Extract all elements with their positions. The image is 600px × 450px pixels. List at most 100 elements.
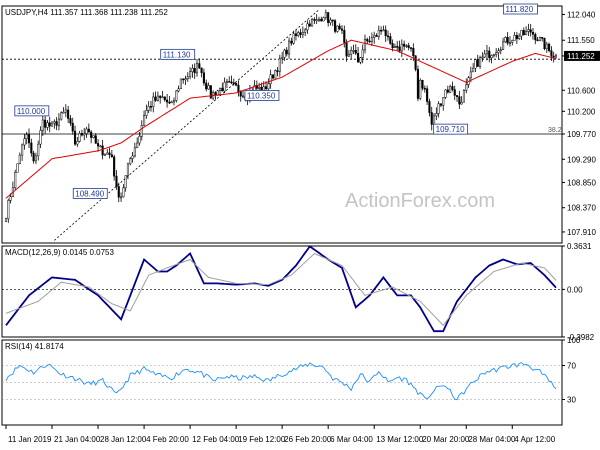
candle-body — [145, 110, 148, 116]
candle-body — [161, 96, 164, 99]
candle-body — [147, 106, 150, 111]
candle-body — [120, 196, 123, 199]
candle-body — [232, 82, 235, 84]
candle-body — [55, 121, 58, 126]
candle-body — [340, 28, 344, 31]
candle-body — [126, 163, 130, 176]
candle-body — [525, 31, 528, 36]
price-tick-label: 110.600 — [567, 86, 596, 95]
candle-body — [428, 101, 431, 113]
candle-body — [543, 38, 546, 50]
candle-body — [9, 196, 12, 201]
time-tick-label: 20 Mar 20:00 — [422, 435, 470, 444]
candle-body — [166, 99, 169, 103]
candle-body — [297, 32, 300, 36]
candle-body — [412, 47, 415, 57]
candle-body — [476, 59, 479, 67]
candle-body — [73, 130, 77, 145]
candle-body — [352, 50, 355, 52]
macd-title: MACD(12,26,9) 0.0145 0.0753 — [5, 248, 115, 257]
candle-body — [336, 25, 339, 32]
price-tick-label: 110.200 — [567, 107, 596, 116]
candle-body — [504, 37, 507, 43]
candle-body — [541, 37, 544, 39]
candle-body — [508, 42, 512, 44]
candle-body — [301, 32, 304, 35]
candle-body — [373, 35, 376, 39]
candle-body — [209, 85, 212, 99]
candle-body — [306, 23, 309, 31]
candle-body — [85, 128, 88, 134]
candle-body — [363, 38, 367, 51]
candle-body — [384, 29, 387, 37]
candle-body — [359, 57, 362, 63]
price-tick-label: 109.770 — [567, 130, 596, 139]
watermark: ActionForex.com — [345, 190, 495, 212]
candle-body — [421, 79, 424, 89]
candle-body — [396, 46, 399, 48]
candle-body — [23, 138, 26, 146]
candle-body — [400, 43, 403, 52]
candle-body — [398, 46, 401, 52]
candle-body — [124, 175, 127, 189]
candle-body — [345, 42, 348, 57]
candle-body — [329, 19, 332, 23]
candle-body — [439, 103, 442, 106]
candle-body — [175, 90, 178, 101]
chart-title: USDJPY,H4 111.357 111.368 111.238 111.25… — [5, 8, 168, 17]
candle-body — [101, 145, 104, 156]
candle-body — [522, 30, 525, 36]
candle-body — [32, 152, 35, 162]
candle-body — [168, 101, 171, 104]
price-tick-label: 111.550 — [567, 36, 595, 45]
candle-body — [21, 144, 24, 156]
candle-body — [117, 186, 120, 198]
candle-body — [377, 29, 380, 37]
candle-body — [103, 154, 107, 156]
candle-body — [140, 124, 143, 137]
candle-body — [60, 112, 63, 120]
candle-body — [485, 50, 489, 55]
rsi-tick-label: 30 — [567, 396, 576, 405]
candle-body — [223, 82, 226, 92]
macd-tick-label: -0.3982 — [567, 333, 595, 342]
candle-body — [228, 81, 231, 83]
rsi-tick-label: 70 — [567, 362, 576, 371]
time-tick-label: 19 Feb 12:00 — [238, 435, 286, 444]
candle-body — [16, 163, 19, 173]
candle-body — [149, 106, 153, 108]
candle-body — [115, 175, 118, 187]
candle-body — [99, 145, 102, 148]
candle-body — [78, 133, 81, 142]
macd-tick-label: 0.3631 — [567, 242, 592, 251]
candle-body — [200, 67, 203, 73]
candle-body — [416, 69, 419, 99]
candle-body — [90, 131, 93, 138]
candle-body — [235, 82, 238, 86]
candle-body — [258, 86, 261, 89]
candle-body — [186, 76, 189, 79]
candle-body — [269, 74, 272, 84]
candle-body — [18, 154, 21, 164]
candle-body — [317, 18, 321, 21]
candle-body — [198, 63, 201, 69]
rsi-tick-label: 100 — [567, 336, 581, 345]
candle-body — [267, 83, 270, 90]
candle-body — [281, 57, 284, 59]
candle-body — [529, 29, 532, 33]
price-annotation-label: 110.000 — [17, 107, 46, 116]
candle-body — [122, 187, 125, 198]
candle-body — [189, 71, 192, 78]
time-tick-label: 13 Mar 12:00 — [376, 435, 424, 444]
candle-body — [453, 89, 456, 96]
candle-body — [393, 46, 396, 49]
candle-body — [205, 82, 208, 90]
candle-body — [237, 84, 240, 92]
candle-body — [278, 58, 281, 72]
candle-body — [274, 70, 277, 79]
candle-body — [554, 54, 558, 58]
candle-body — [64, 109, 67, 113]
price-tick-label: 109.290 — [567, 155, 596, 164]
candle-body — [338, 25, 341, 30]
candle-body — [479, 57, 482, 67]
